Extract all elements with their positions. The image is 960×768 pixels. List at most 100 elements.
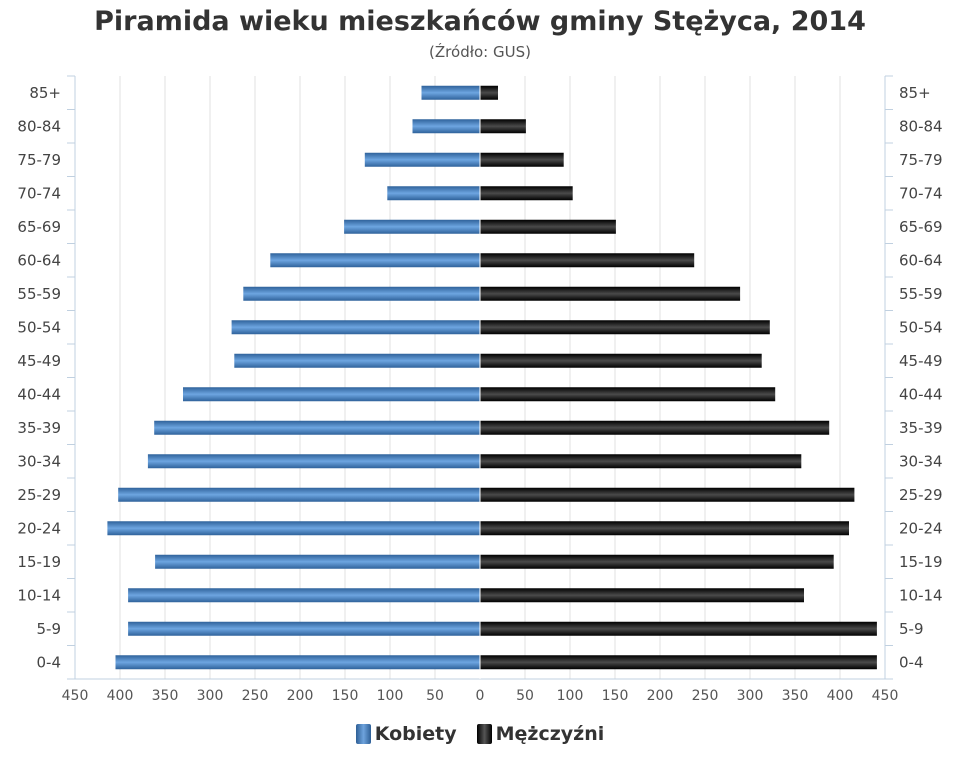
category-label-right: 10-14: [899, 586, 943, 604]
chart-subtitle: (Źródło: GUS): [429, 43, 531, 61]
category-label-left: 35-39: [17, 419, 61, 437]
category-label-left: 30-34: [17, 452, 61, 470]
category-label-left: 65-69: [17, 218, 61, 236]
bar-men: [480, 554, 834, 569]
x-tick-label: 50: [516, 688, 534, 704]
axis-labels: 450 400 350 300 250 200 150 100 50 0 50 100 150 200 25…: [17, 84, 942, 704]
legend-item-men[interactable]: Mężczyźni: [476, 723, 605, 745]
category-label-right: 45-49: [899, 352, 943, 370]
bar-men: [480, 588, 804, 603]
bar-women: [412, 119, 480, 134]
bar-women: [115, 655, 480, 670]
bar-men: [480, 186, 573, 201]
legend-item-women[interactable]: Kobiety: [355, 723, 457, 745]
x-tick-label: 100: [557, 688, 584, 704]
x-tick-label: 350: [152, 688, 179, 704]
category-label-left: 75-79: [17, 151, 61, 169]
category-label-right: 65-69: [899, 218, 943, 236]
x-tick-label: 200: [647, 688, 674, 704]
category-label-left: 85+: [29, 84, 61, 102]
bar-women: [421, 85, 480, 100]
x-tick-label: 250: [242, 688, 269, 704]
bar-women: [270, 253, 480, 268]
x-tick-label: 400: [107, 688, 134, 704]
category-label-left: 25-29: [17, 486, 61, 504]
bar-women: [154, 420, 480, 435]
bar-men: [480, 219, 616, 234]
x-tick-label: 400: [827, 688, 854, 704]
bar-men: [480, 521, 849, 536]
bar-men: [480, 85, 498, 100]
category-label-right: 50-54: [899, 318, 943, 336]
x-tick-label: 300: [737, 688, 764, 704]
bar-women: [387, 186, 480, 201]
bar-men: [480, 119, 526, 134]
category-label-right: 60-64: [899, 251, 943, 269]
bar-women: [155, 554, 480, 569]
category-label-left: 45-49: [17, 352, 61, 370]
x-tick-label: 350: [782, 688, 809, 704]
bar-women: [243, 286, 480, 301]
bar-men: [480, 320, 770, 335]
bar-women: [231, 320, 480, 335]
bar-men: [480, 387, 776, 402]
category-label-left: 70-74: [17, 184, 61, 202]
x-tick-label: 200: [287, 688, 314, 704]
legend-label-women: Kobiety: [374, 723, 457, 745]
x-tick-label: 150: [332, 688, 359, 704]
category-label-left: 15-19: [17, 553, 61, 571]
legend: Kobiety Mężczyźni: [0, 723, 960, 745]
legend-swatch-women: [355, 724, 371, 744]
bar-women: [128, 621, 480, 636]
bar-men: [480, 487, 855, 502]
bar-men: [480, 152, 564, 167]
bar-women: [234, 353, 480, 368]
category-label-right: 20-24: [899, 519, 943, 537]
bar-women: [364, 152, 480, 167]
chart-title: Piramida wieku mieszkańców gminy Stężyca…: [94, 6, 866, 37]
category-label-left: 80-84: [17, 117, 61, 135]
bar-women: [128, 588, 480, 603]
category-label-right: 35-39: [899, 419, 943, 437]
legend-label-men: Mężczyźni: [495, 723, 605, 745]
bar-men: [480, 286, 741, 301]
category-label-right: 5-9: [899, 620, 924, 638]
bar-women: [183, 387, 480, 402]
bar-men: [480, 655, 877, 670]
bar-men: [480, 621, 877, 636]
x-tick-label: 150: [602, 688, 629, 704]
x-tick-label: 450: [62, 688, 89, 704]
category-label-right: 30-34: [899, 452, 943, 470]
category-label-left: 5-9: [37, 620, 62, 638]
category-label-right: 70-74: [899, 184, 943, 202]
category-label-left: 60-64: [17, 251, 61, 269]
legend-swatch-men: [476, 724, 492, 744]
bar-women: [107, 521, 481, 536]
bar-women: [344, 219, 480, 234]
category-label-left: 40-44: [17, 385, 61, 403]
x-tick-label: 0: [476, 688, 485, 704]
category-label-left: 50-54: [17, 318, 61, 336]
category-label-left: 10-14: [17, 586, 61, 604]
category-label-right: 25-29: [899, 486, 943, 504]
bar-women: [147, 454, 480, 469]
x-tick-label: 300: [197, 688, 224, 704]
x-tick-label: 250: [692, 688, 719, 704]
category-label-right: 40-44: [899, 385, 943, 403]
bar-men: [480, 420, 830, 435]
category-label-right: 0-4: [899, 653, 924, 671]
bar-men: [480, 454, 802, 469]
category-label-left: 20-24: [17, 519, 61, 537]
bars: [107, 76, 877, 679]
category-label-left: 0-4: [37, 653, 62, 671]
category-label-right: 85+: [899, 84, 931, 102]
x-tick-label: 100: [377, 688, 404, 704]
category-label-right: 75-79: [899, 151, 943, 169]
category-label-right: 15-19: [899, 553, 943, 571]
category-label-right: 80-84: [899, 117, 943, 135]
bar-men: [480, 253, 695, 268]
x-tick-label: 450: [872, 688, 899, 704]
bar-men: [480, 353, 762, 368]
bar-women: [118, 487, 480, 502]
